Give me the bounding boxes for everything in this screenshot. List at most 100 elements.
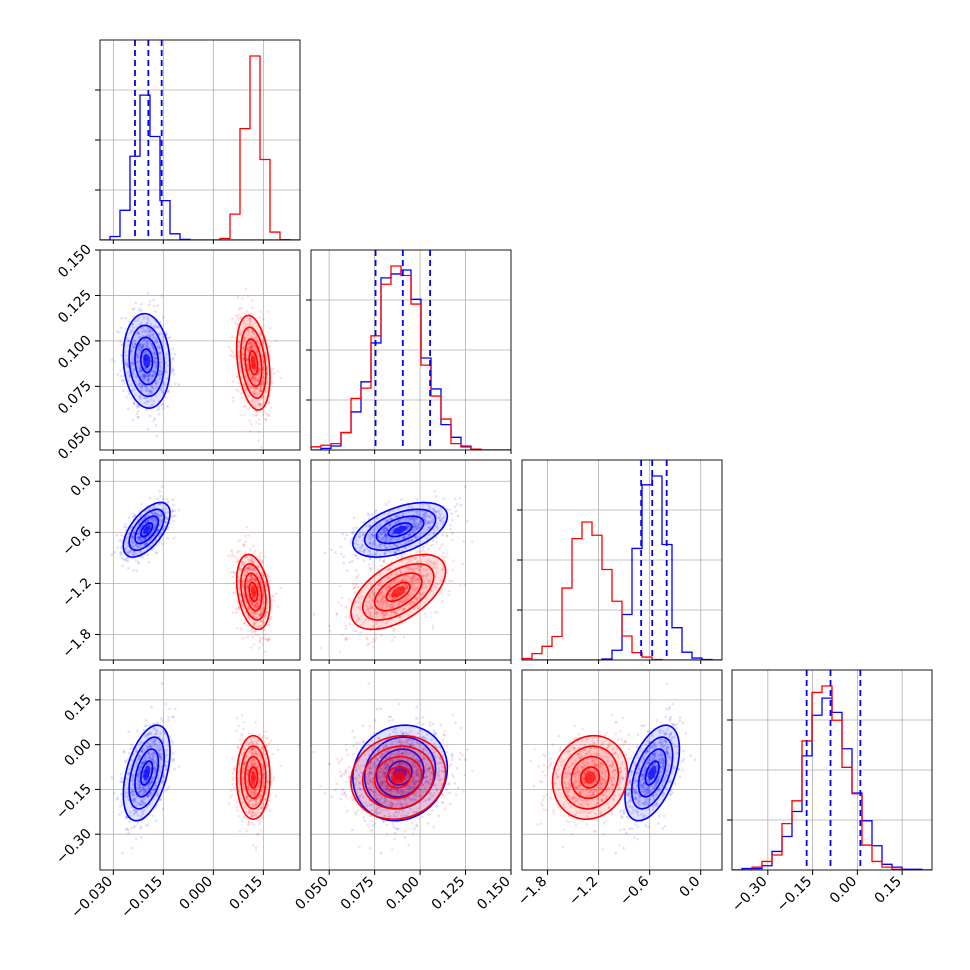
sample-point	[165, 352, 168, 356]
sample-point	[171, 498, 174, 501]
sample-point	[250, 299, 254, 302]
sample-point	[247, 348, 251, 352]
sample-point	[443, 555, 447, 559]
sample-point	[237, 350, 241, 353]
panel-2-1	[310, 459, 512, 664]
panel-frame	[99, 249, 301, 451]
sample-point	[257, 402, 260, 406]
sample-point	[243, 322, 246, 325]
sample-point	[166, 536, 169, 540]
sample-point	[131, 343, 134, 346]
sample-point	[264, 419, 268, 423]
sample-point	[342, 561, 346, 565]
sample-point	[249, 320, 252, 324]
sample-point	[254, 387, 257, 391]
sample-point	[249, 345, 253, 349]
sample-point	[237, 307, 241, 311]
sample-point	[129, 352, 133, 355]
sample-point	[235, 388, 238, 392]
sample-point	[152, 359, 156, 363]
sample-point	[258, 393, 262, 396]
sample-point	[247, 346, 251, 349]
y-tick-label: 0.100	[55, 332, 95, 372]
sample-point	[133, 319, 137, 322]
sample-point	[122, 389, 125, 393]
panel-0-0	[95, 39, 301, 244]
sample-point	[434, 495, 438, 498]
sample-point	[148, 329, 152, 333]
sample-point	[147, 372, 151, 376]
sample-point	[439, 544, 442, 548]
sample-point	[252, 333, 255, 336]
sample-point	[147, 400, 150, 403]
sample-point	[258, 387, 262, 390]
sample-point	[136, 356, 140, 359]
y-tick-label: 0.075	[55, 378, 95, 418]
y-tick-label: −1.2	[59, 575, 94, 610]
sample-point	[244, 534, 247, 538]
sample-point	[146, 345, 149, 349]
sample-point	[345, 615, 348, 619]
sample-point	[110, 553, 113, 556]
sample-point	[451, 531, 454, 535]
sample-point	[157, 345, 160, 348]
sample-point	[137, 336, 140, 339]
sample-point	[253, 378, 257, 382]
sample-point	[258, 422, 261, 426]
sample-point	[133, 339, 137, 342]
sample-point	[172, 536, 176, 540]
sample-point	[266, 574, 270, 577]
sample-point	[148, 414, 152, 418]
sample-point	[345, 533, 349, 537]
sample-point	[148, 373, 152, 377]
sample-point	[252, 342, 255, 345]
sample-point	[132, 402, 136, 405]
sample-point	[268, 326, 272, 330]
sample-point	[144, 388, 148, 392]
sample-point	[132, 340, 136, 344]
sample-point	[246, 635, 249, 639]
sample-point	[352, 587, 355, 591]
sample-point	[245, 322, 249, 326]
sample-point	[257, 378, 260, 382]
sample-point	[459, 503, 463, 507]
sample-point	[138, 342, 142, 346]
histogram-series-1	[100, 55, 300, 240]
sample-point	[138, 343, 141, 347]
sample-point	[227, 554, 231, 558]
sample-point	[362, 559, 366, 562]
sample-point	[237, 356, 240, 359]
sample-point	[145, 389, 148, 392]
sample-point	[142, 728, 145, 732]
sample-point	[323, 551, 327, 555]
sample-point	[268, 579, 272, 583]
sample-point	[153, 416, 156, 420]
sample-point	[139, 375, 143, 378]
sample-point	[349, 539, 353, 543]
sample-point	[138, 367, 141, 370]
sample-point	[365, 637, 369, 641]
sample-point	[245, 356, 249, 360]
sample-point	[142, 375, 146, 378]
sample-point	[262, 317, 265, 321]
sample-point	[110, 358, 113, 361]
sample-point	[367, 563, 371, 566]
sample-point	[161, 682, 164, 685]
sample-point	[400, 498, 403, 501]
sample-point	[154, 380, 157, 383]
sample-point	[337, 601, 341, 605]
sample-point	[235, 314, 238, 318]
sample-point	[374, 510, 377, 514]
sample-point	[121, 378, 124, 382]
sample-point	[274, 339, 278, 343]
sample-point	[150, 343, 153, 346]
sample-point	[138, 394, 142, 398]
panel-2-0: −1.8−1.2−0.60.0	[59, 459, 301, 664]
sample-point	[259, 386, 263, 389]
sample-point	[256, 353, 259, 356]
sample-point	[240, 627, 243, 631]
sample-point	[136, 353, 139, 356]
sample-point	[132, 326, 135, 329]
sample-point	[396, 556, 399, 560]
sample-point	[115, 533, 119, 537]
